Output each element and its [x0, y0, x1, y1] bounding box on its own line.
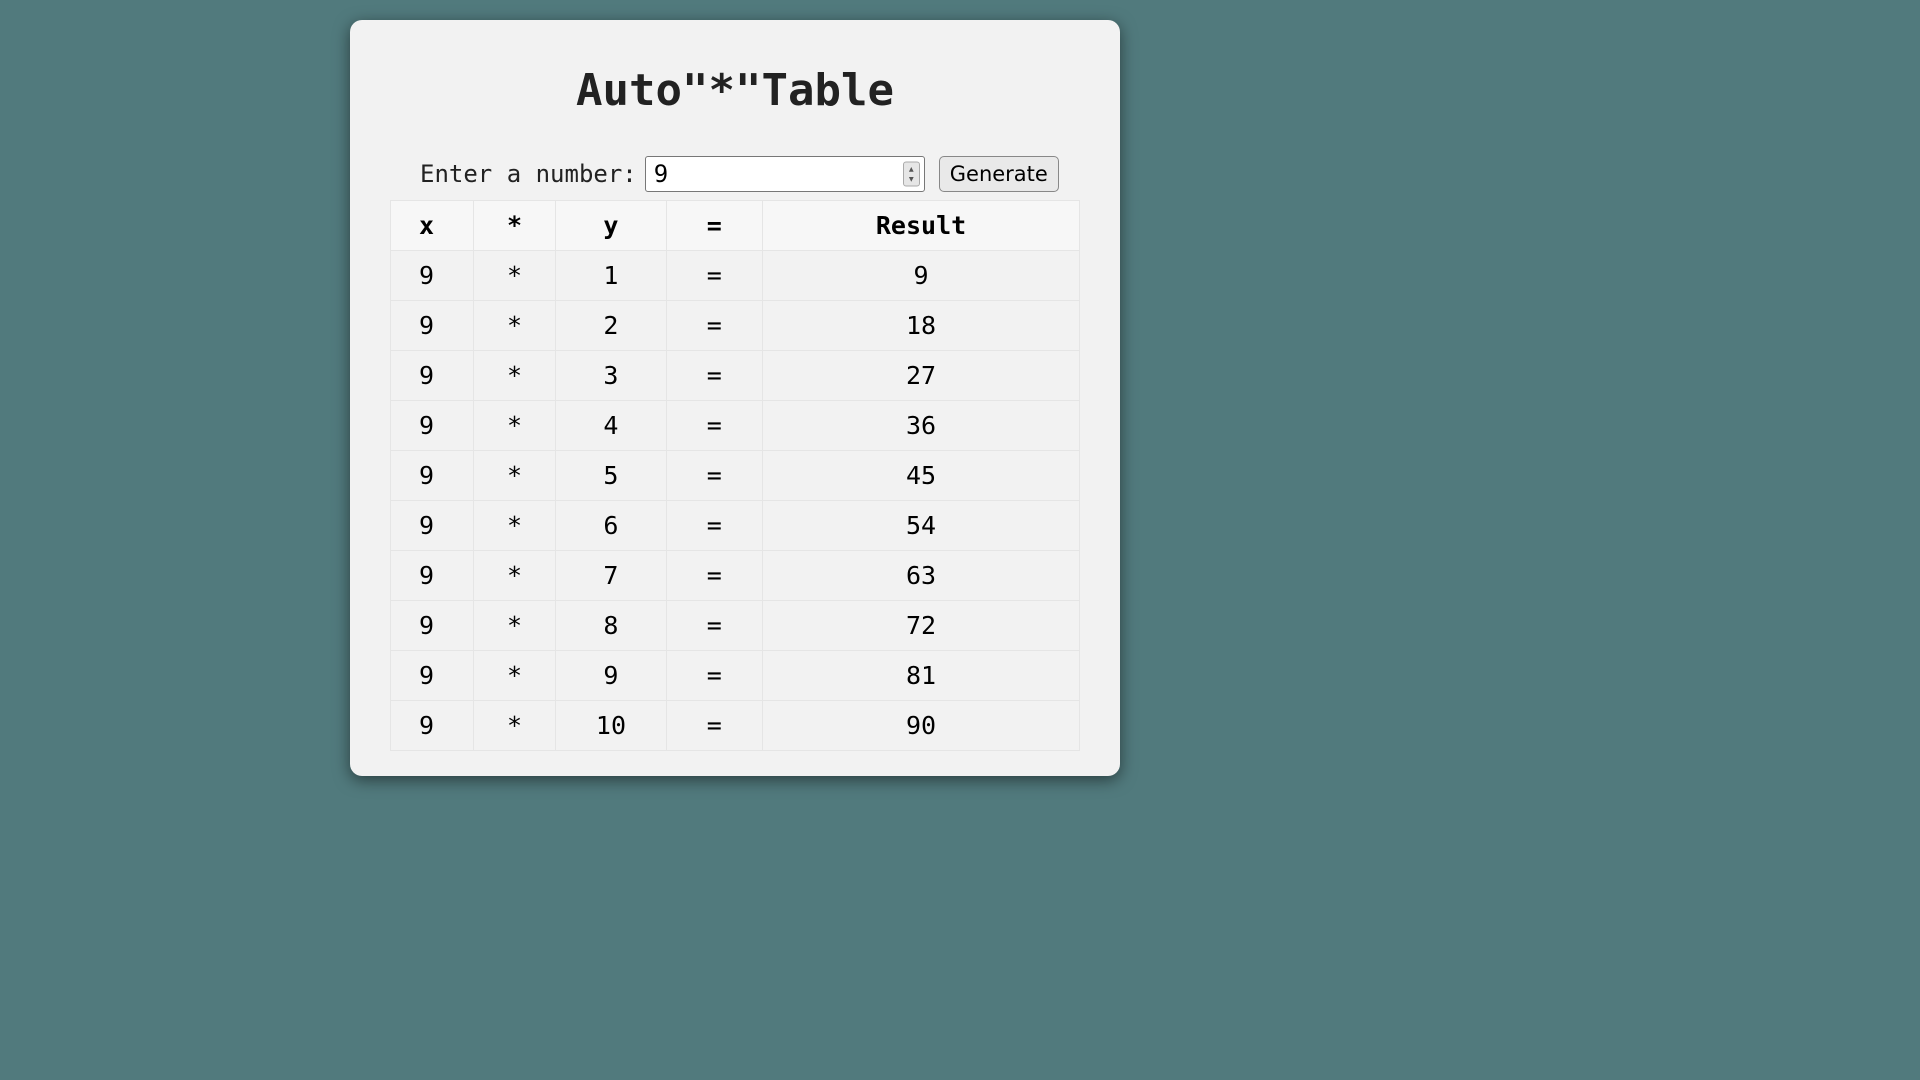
number-stepper-icon[interactable]: ▲ ▼ [903, 162, 920, 187]
table-row: 9*7=63 [391, 551, 1080, 601]
cell-result: 81 [763, 651, 1080, 701]
chevron-up-icon: ▲ [909, 164, 914, 174]
cell-eq: = [666, 301, 762, 351]
cell-y: 7 [556, 551, 666, 601]
cell-y: 10 [556, 701, 666, 751]
multiplication-table: x * y = Result 9*1=99*2=189*3=279*4=369*… [390, 200, 1080, 751]
cell-x: 9 [391, 301, 474, 351]
cell-x: 9 [391, 501, 474, 551]
cell-eq: = [666, 701, 762, 751]
number-input[interactable] [645, 156, 925, 192]
cell-x: 9 [391, 601, 474, 651]
cell-y: 3 [556, 351, 666, 401]
cell-y: 6 [556, 501, 666, 551]
cell-op: * [473, 701, 556, 751]
generate-button[interactable]: Generate [939, 156, 1059, 192]
cell-result: 54 [763, 501, 1080, 551]
cell-op: * [473, 301, 556, 351]
table-row: 9*6=54 [391, 501, 1080, 551]
cell-eq: = [666, 551, 762, 601]
cell-x: 9 [391, 351, 474, 401]
cell-eq: = [666, 401, 762, 451]
cell-result: 18 [763, 301, 1080, 351]
cell-result: 9 [763, 251, 1080, 301]
table-row: 9*4=36 [391, 401, 1080, 451]
cell-y: 9 [556, 651, 666, 701]
cell-eq: = [666, 651, 762, 701]
cell-op: * [473, 351, 556, 401]
cell-eq: = [666, 601, 762, 651]
cell-eq: = [666, 351, 762, 401]
cell-y: 4 [556, 401, 666, 451]
cell-result: 63 [763, 551, 1080, 601]
cell-op: * [473, 501, 556, 551]
col-header-result: Result [763, 201, 1080, 251]
cell-y: 5 [556, 451, 666, 501]
cell-op: * [473, 601, 556, 651]
cell-x: 9 [391, 701, 474, 751]
cell-x: 9 [391, 401, 474, 451]
cell-y: 2 [556, 301, 666, 351]
controls-row: Enter a number: ▲ ▼ Generate [390, 156, 1080, 192]
cell-y: 1 [556, 251, 666, 301]
table-row: 9*10=90 [391, 701, 1080, 751]
col-header-eq: = [666, 201, 762, 251]
col-header-x: x [391, 201, 474, 251]
cell-x: 9 [391, 451, 474, 501]
app-window: Auto"*"Table Enter a number: ▲ ▼ Generat… [350, 20, 1120, 776]
cell-x: 9 [391, 251, 474, 301]
table-row: 9*8=72 [391, 601, 1080, 651]
cell-x: 9 [391, 651, 474, 701]
table-row: 9*3=27 [391, 351, 1080, 401]
number-input-wrap: ▲ ▼ [645, 156, 925, 192]
table-row: 9*5=45 [391, 451, 1080, 501]
page-title: Auto"*"Table [390, 65, 1080, 116]
cell-op: * [473, 251, 556, 301]
table-row: 9*2=18 [391, 301, 1080, 351]
col-header-op: * [473, 201, 556, 251]
cell-eq: = [666, 501, 762, 551]
table-row: 9*9=81 [391, 651, 1080, 701]
cell-x: 9 [391, 551, 474, 601]
cell-result: 72 [763, 601, 1080, 651]
cell-op: * [473, 451, 556, 501]
chevron-down-icon: ▼ [909, 174, 914, 184]
cell-result: 90 [763, 701, 1080, 751]
cell-eq: = [666, 451, 762, 501]
table-row: 9*1=9 [391, 251, 1080, 301]
cell-op: * [473, 551, 556, 601]
number-input-label: Enter a number: [420, 160, 637, 188]
cell-eq: = [666, 251, 762, 301]
cell-op: * [473, 651, 556, 701]
cell-y: 8 [556, 601, 666, 651]
cell-result: 45 [763, 451, 1080, 501]
table-header-row: x * y = Result [391, 201, 1080, 251]
cell-result: 27 [763, 351, 1080, 401]
col-header-y: y [556, 201, 666, 251]
cell-result: 36 [763, 401, 1080, 451]
cell-op: * [473, 401, 556, 451]
